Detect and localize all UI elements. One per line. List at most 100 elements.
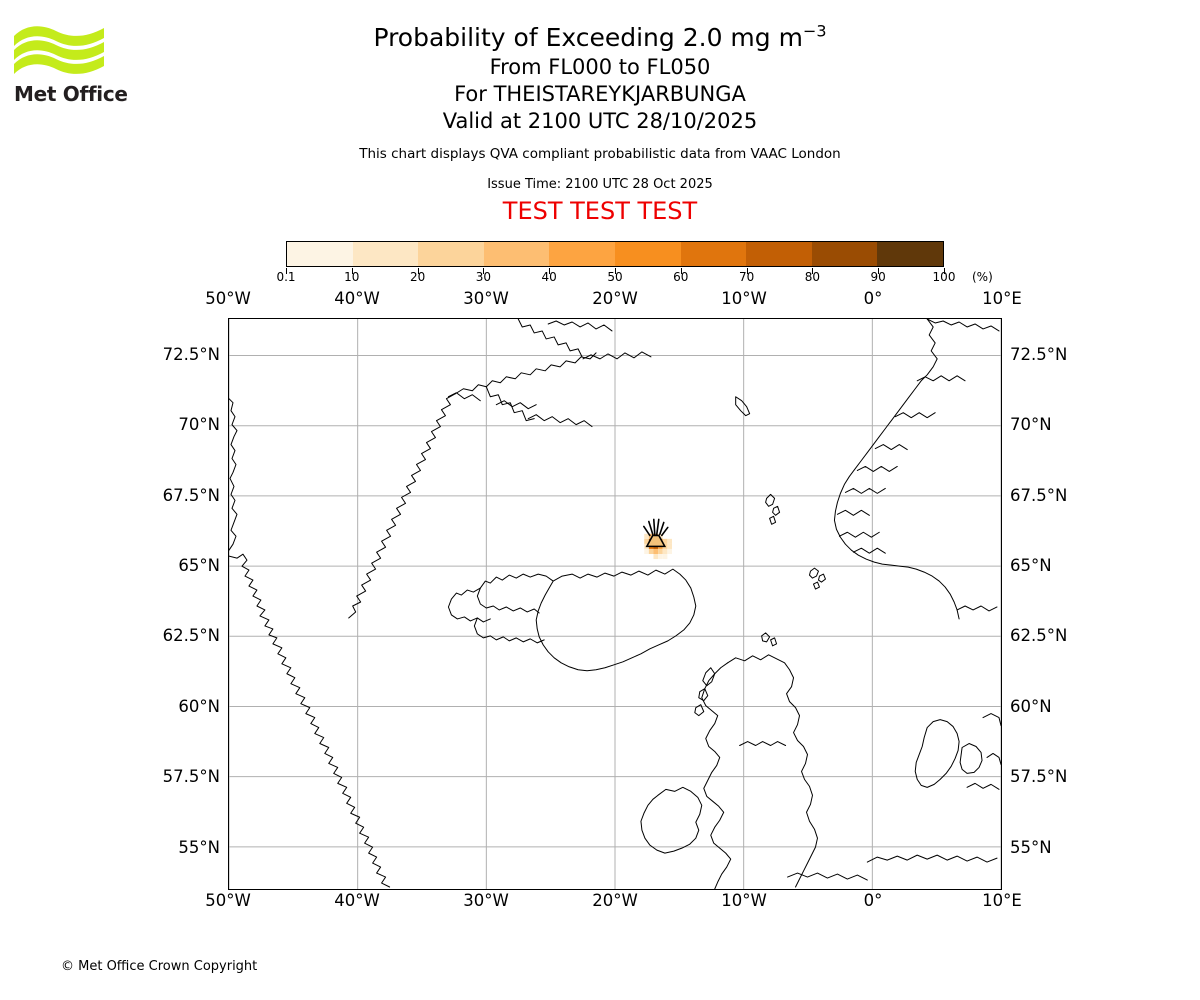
lat-label-right-1: 70°N	[1010, 415, 1052, 435]
ash-cell	[658, 554, 663, 560]
colorbar-tick-label-1: 10	[344, 270, 360, 284]
colorbar-tick-1	[351, 268, 353, 274]
lon-label-top-0: 50°W	[205, 289, 251, 308]
colorbar-tick-3	[483, 268, 485, 274]
colorbar-tick-label-8: 80	[804, 270, 821, 284]
colorbar-gradient	[286, 241, 944, 267]
chart-note: This chart displays QVA compliant probab…	[359, 146, 841, 162]
volcano-marker-icon	[643, 518, 669, 548]
title-volcano-name: For THEISTAREYKJARBUNGA	[454, 82, 746, 106]
lat-label-left-5: 60°N	[178, 696, 220, 716]
ash-cell	[662, 548, 668, 555]
colorbar-tick-label-7: 70	[738, 270, 755, 284]
colorbar-tick-label-2: 20	[409, 270, 426, 284]
colorbar-ticks	[286, 268, 945, 286]
lat-label-right-0: 72.5°N	[1010, 344, 1068, 364]
colorbar-tick-label-5: 50	[607, 270, 623, 284]
lat-label-left-2: 67.5°N	[162, 485, 220, 505]
lon-label-bottom-6: 10°E	[982, 891, 1022, 910]
ash-cell	[667, 543, 672, 549]
title-block: Probability of Exceeding 2.0 mg m−3 From…	[0, 22, 1200, 225]
colorbar-segment-7	[746, 242, 812, 266]
ash-cell	[662, 554, 668, 560]
lon-label-bottom-0: 50°W	[205, 891, 251, 910]
colorbar-tick-label-9: 90	[870, 270, 886, 284]
lat-label-right-3: 65°N	[1010, 555, 1052, 575]
colorbar-tick-2	[417, 268, 419, 274]
lon-label-top-3: 20°W	[592, 289, 638, 308]
lat-label-left-7: 55°N	[178, 837, 220, 857]
colorbar-segment-8	[811, 242, 878, 266]
colorbar-segment-4	[549, 242, 615, 266]
map-canvas	[229, 319, 1001, 889]
met-office-waves-icon	[14, 26, 104, 74]
volcano-plume-stroke-1	[652, 518, 656, 536]
lat-label-left-0: 72.5°N	[162, 344, 220, 364]
colorbar	[286, 241, 944, 267]
colorbar-tick-label-3: 30	[475, 270, 492, 284]
colorbar-segment-3	[483, 242, 550, 266]
colorbar-segment-6	[680, 242, 747, 266]
coastlines	[229, 319, 1001, 889]
colorbar-tick-labels: 0.1 10 20 30 40 50 60 70 80 90 100	[276, 270, 955, 288]
colorbar-segment-5	[614, 242, 681, 266]
volcano-plume-stroke-0	[648, 520, 654, 536]
met-office-wordmark: Met Office	[14, 82, 128, 106]
colorbar-tick-label-0: 0.1	[276, 270, 296, 284]
colorbar-tick-0	[286, 268, 287, 274]
ash-cell	[653, 548, 659, 555]
colorbar-tick-9	[878, 268, 880, 274]
colorbar-tick-4	[549, 268, 551, 274]
lon-label-top-1: 40°W	[334, 289, 380, 308]
volcano-plume-stroke-3	[658, 521, 665, 536]
volcano-plume-stroke-5	[660, 526, 669, 537]
ash-cell	[648, 533, 654, 539]
title-valid-time: Valid at 2100 UTC 28/10/2025	[442, 109, 758, 133]
lat-label-left-3: 65°N	[178, 555, 220, 575]
colorbar-segment-9	[877, 242, 943, 266]
lon-label-top-2: 30°W	[463, 289, 509, 308]
colorbar-tick-label-6: 60	[673, 270, 689, 284]
colorbar-segment-1	[352, 242, 419, 266]
lat-label-right-2: 67.5°N	[1010, 485, 1068, 505]
colorbar-segment-2	[418, 242, 484, 266]
lon-label-bottom-3: 20°W	[592, 891, 638, 910]
ash-cell	[658, 548, 663, 555]
ash-cell	[644, 538, 649, 544]
lat-label-right-5: 60°N	[1010, 696, 1052, 716]
lat-label-left-1: 70°N	[178, 415, 220, 435]
lat-label-right-4: 62.5°N	[1010, 626, 1068, 646]
issue-time: Issue Time: 2100 UTC 28 Oct 2025	[487, 177, 713, 192]
colorbar-tick-5	[615, 268, 616, 274]
lon-label-top-4: 10°W	[721, 289, 767, 308]
page-title-exponent: −3	[802, 21, 827, 41]
colorbar-tick-7	[746, 268, 748, 274]
volcano-plume-stroke-4	[643, 525, 651, 537]
ash-cell	[667, 548, 672, 555]
test-banner: TEST TEST TEST	[502, 197, 698, 225]
lon-label-bottom-1: 40°W	[334, 891, 380, 910]
ash-cell	[662, 538, 668, 544]
volcano-plume-stroke-2	[655, 518, 660, 536]
lat-label-right-6: 57.5°N	[1010, 767, 1068, 787]
map-plot-area[interactable]	[228, 318, 1002, 890]
copyright-footer: © Met Office Crown Copyright	[61, 959, 258, 974]
lat-label-left-4: 62.5°N	[162, 626, 220, 646]
colorbar-tick-8	[812, 268, 814, 274]
lon-label-bottom-2: 30°W	[463, 891, 509, 910]
title-flight-levels: From FL000 to FL050	[489, 55, 711, 79]
map-gridlines	[229, 319, 1001, 889]
met-office-logo: Met Office	[12, 22, 128, 112]
ash-cell	[648, 548, 654, 555]
ash-cell	[653, 554, 659, 560]
lon-label-bottom-5: 0°	[863, 891, 883, 910]
lon-label-top-6: 10°E	[982, 289, 1022, 308]
colorbar-segment-0	[287, 242, 353, 266]
lon-label-top-5: 0°	[863, 289, 883, 308]
colorbar-unit-label: (%)	[972, 270, 993, 284]
lat-label-left-6: 57.5°N	[162, 767, 220, 787]
colorbar-tick-label-10: 100	[932, 270, 956, 284]
ash-cell	[667, 538, 672, 544]
ash-cell	[658, 533, 663, 539]
ash-cell	[644, 548, 649, 555]
